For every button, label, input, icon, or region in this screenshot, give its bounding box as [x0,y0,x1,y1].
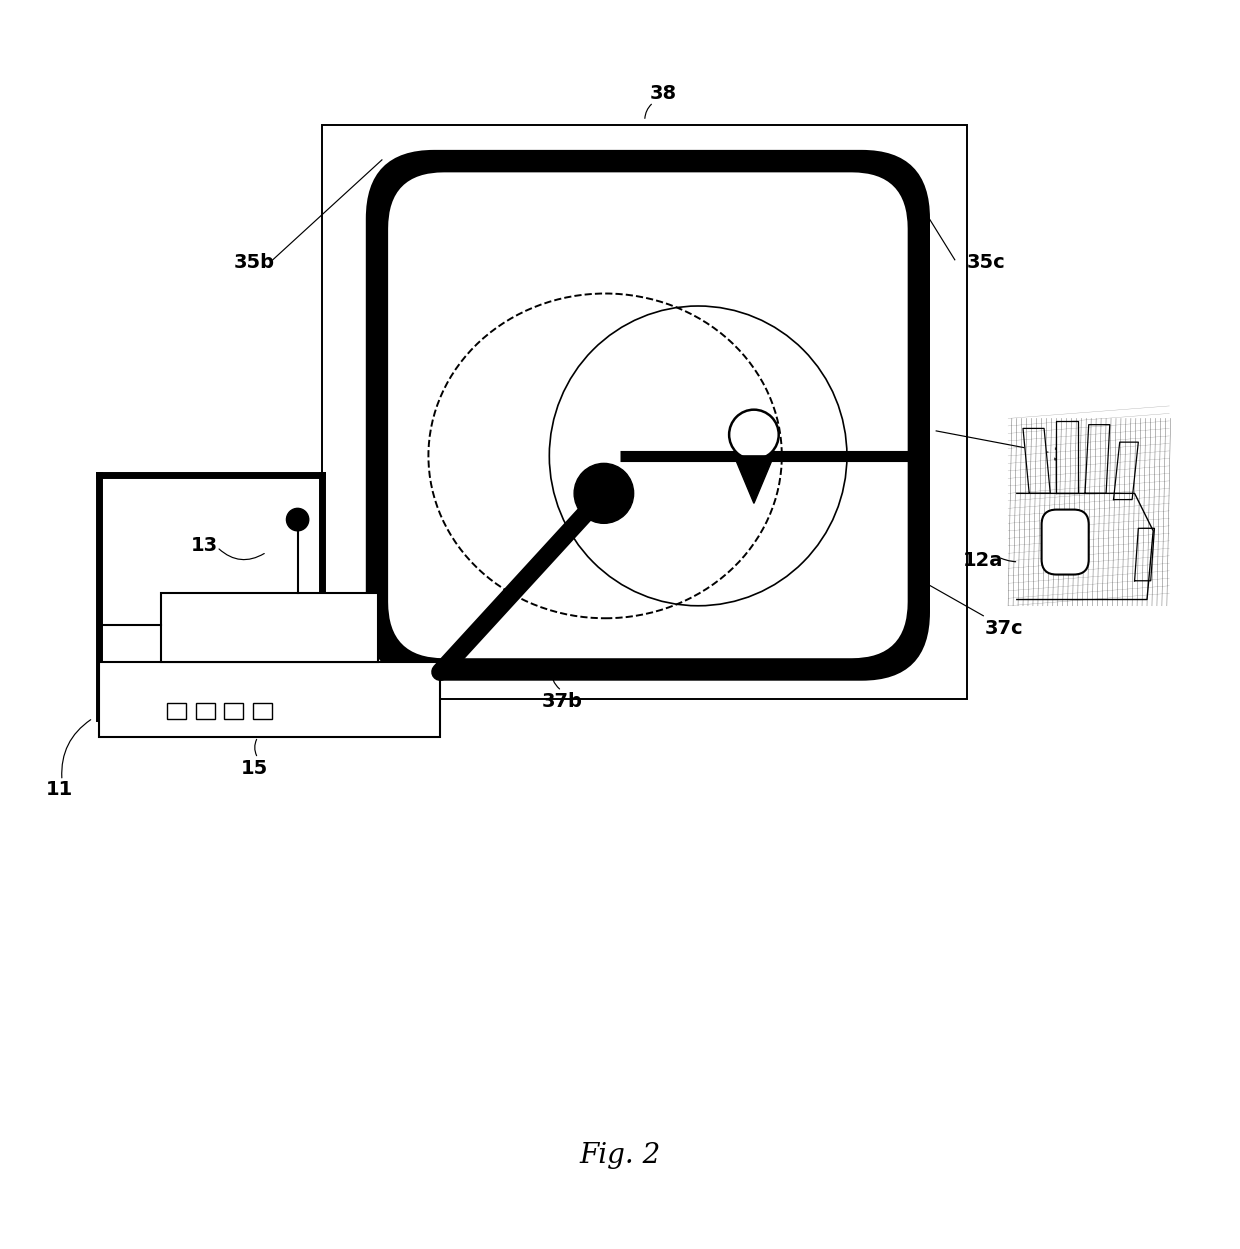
Text: 30: 30 [1053,446,1080,466]
Bar [224,703,243,719]
Bar [253,703,272,719]
Bar [167,703,186,719]
FancyBboxPatch shape [1042,510,1089,575]
Text: 35b: 35b [233,252,275,272]
Text: 13: 13 [191,536,218,556]
Bar [322,125,967,699]
Text: 38: 38 [650,84,677,104]
Circle shape [729,410,779,460]
Text: 37b: 37b [542,692,582,712]
Polygon shape [1114,442,1138,500]
Circle shape [286,508,309,531]
Text: 11: 11 [46,779,73,799]
Polygon shape [1135,528,1154,581]
Text: Fig. 2: Fig. 2 [579,1142,661,1169]
FancyBboxPatch shape [388,172,908,658]
Polygon shape [1017,493,1153,600]
Bar [99,662,440,737]
Text: 35c: 35c [966,252,1006,272]
Circle shape [574,463,634,523]
Text: 12a: 12a [963,551,1003,571]
Polygon shape [1056,421,1078,493]
Text: 15: 15 [241,758,268,778]
Bar [161,593,378,662]
Polygon shape [1023,428,1050,493]
Polygon shape [1085,425,1110,493]
Polygon shape [734,456,774,503]
Bar [196,703,215,719]
Text: 37c: 37c [985,618,1024,638]
FancyBboxPatch shape [366,150,930,681]
